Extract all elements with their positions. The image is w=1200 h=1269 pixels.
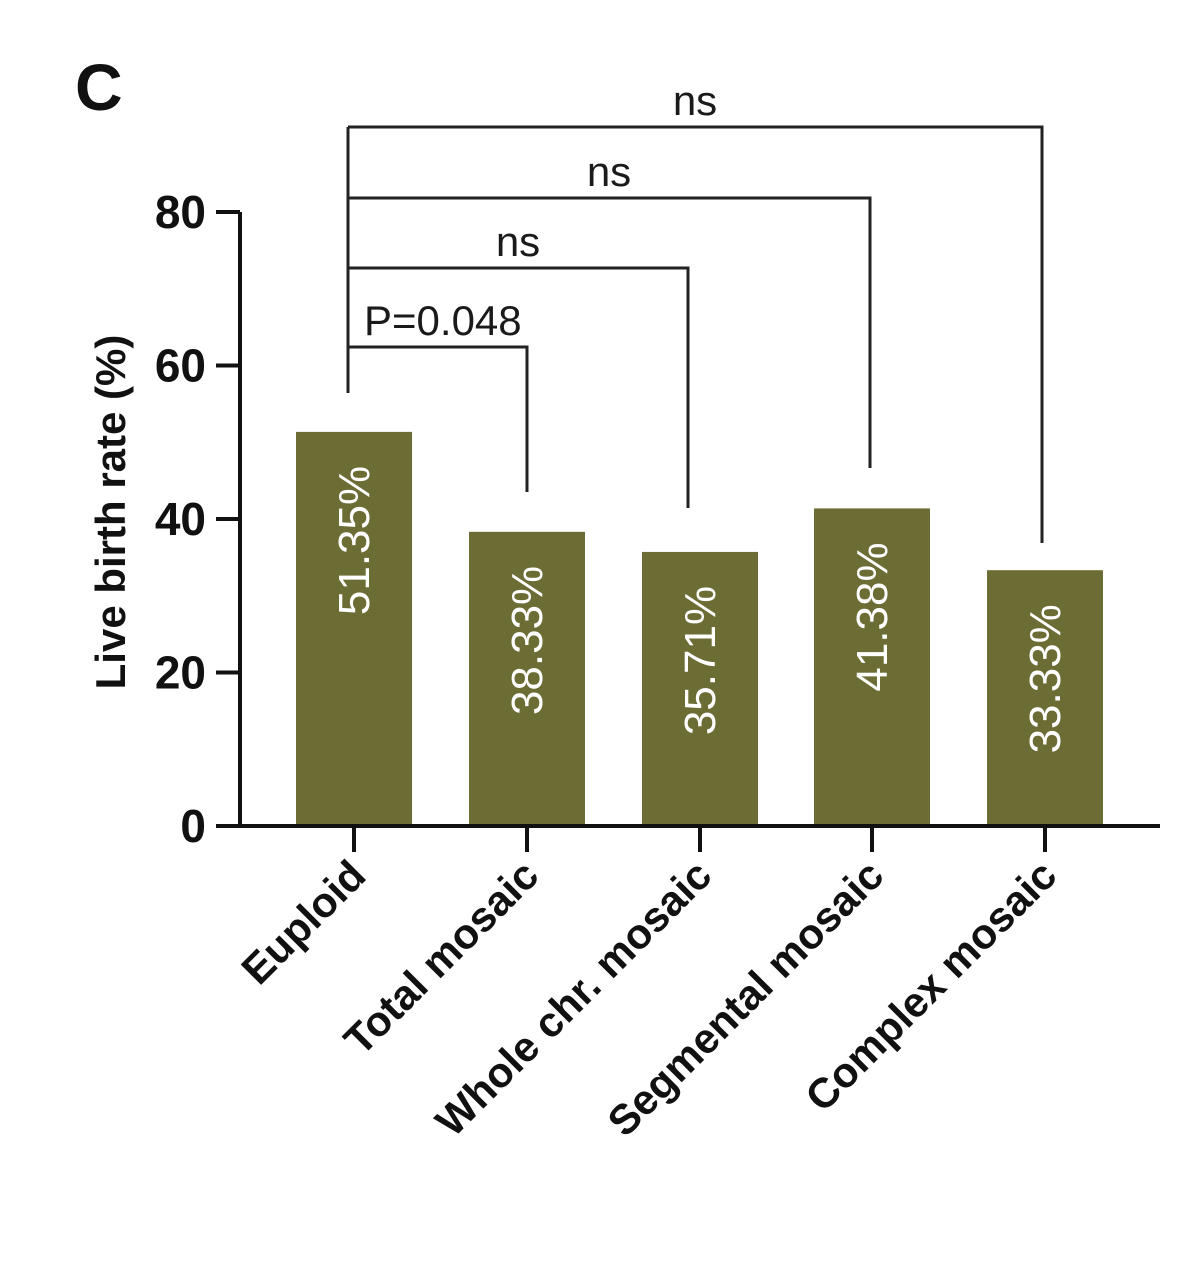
bar-value-label-3: 35.71%	[676, 586, 725, 735]
bar-value-label-4: 41.38%	[848, 542, 897, 691]
comparison-bracket-4	[348, 125, 1044, 543]
bar-value-label-2: 38.33%	[503, 566, 552, 715]
y-axis-title: Live birth rate (%)	[87, 335, 134, 690]
comparison-label-1: P=0.048	[364, 297, 522, 344]
comparison-label-4: ns	[673, 77, 717, 124]
x-category-label-1: Euploid	[232, 851, 374, 993]
bar-2	[469, 531, 585, 826]
bar-3	[642, 551, 758, 826]
comparison-bracket-2	[348, 266, 690, 508]
y-tick-label-20: 20	[155, 647, 206, 699]
bar-1	[296, 431, 412, 826]
bar-value-label-1: 51.35%	[330, 466, 379, 615]
comparison-label-3: ns	[587, 148, 631, 195]
bar-5	[987, 570, 1103, 826]
y-tick-label-0: 0	[180, 800, 206, 852]
y-tick-label-80: 80	[155, 186, 206, 238]
comparison-bracket-1	[348, 345, 529, 492]
y-tick-label-60: 60	[155, 340, 206, 392]
bar-4	[814, 508, 930, 826]
panel-label: C	[75, 50, 123, 124]
y-tick-label-40: 40	[155, 493, 206, 545]
comparison-bracket-3	[348, 196, 872, 468]
bar-value-label-5: 33.33%	[1021, 604, 1070, 753]
comparison-label-2: ns	[496, 218, 540, 265]
